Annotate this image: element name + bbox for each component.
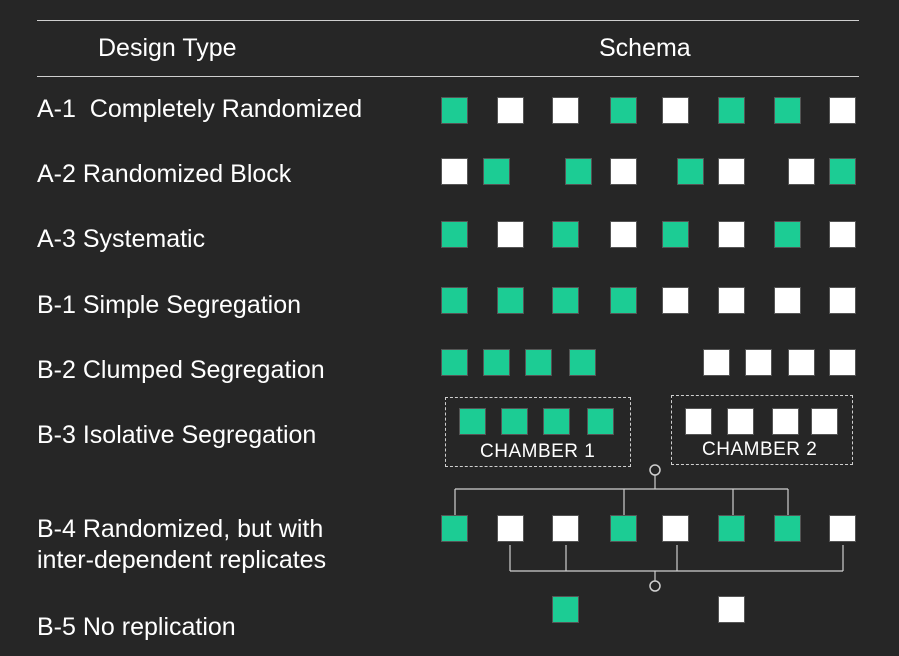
row-4-unit-3-treatment [569, 349, 596, 376]
row-0-unit-0-treatment [441, 97, 468, 124]
row-0-unit-6-treatment [774, 97, 801, 124]
row-6-unit-5-treatment [718, 515, 745, 542]
chamber-1-box [445, 397, 631, 467]
row-1-unit-4-treatment [677, 158, 704, 185]
row-2-unit-4-treatment [662, 221, 689, 248]
row-0-unit-1-control [497, 97, 524, 124]
row-0-unit-5-treatment [718, 97, 745, 124]
header-schema: Schema [599, 34, 691, 62]
row-4-unit-7-control [829, 349, 856, 376]
row-4-unit-1-treatment [483, 349, 510, 376]
row-1-unit-0-control [441, 158, 468, 185]
row-4-unit-5-control [745, 349, 772, 376]
row-5-unit-3-treatment [587, 408, 614, 435]
row-5-unit-5-control [727, 408, 754, 435]
row-5-unit-4-control [685, 408, 712, 435]
label-b2: B-2 Clumped Segregation [37, 356, 325, 384]
b4-top-node [649, 464, 661, 476]
row-2-unit-2-treatment [552, 221, 579, 248]
label-b3: B-3 Isolative Segregation [37, 421, 317, 449]
row-0-unit-3-treatment [610, 97, 637, 124]
row-0-unit-7-control [829, 97, 856, 124]
label-b1: B-1 Simple Segregation [37, 291, 302, 319]
label-b4-line1: B-4 Randomized, but with [37, 515, 324, 543]
chamber-1-label: CHAMBER 1 [480, 441, 596, 462]
row-7-unit-0-treatment [552, 596, 579, 623]
label-a2: A-2 Randomized Block [37, 160, 292, 188]
row-1-unit-5-control [718, 158, 745, 185]
row-7-unit-1-control [718, 596, 745, 623]
row-4-unit-2-treatment [525, 349, 552, 376]
row-5-unit-7-control [811, 408, 838, 435]
row-2-unit-6-treatment [774, 221, 801, 248]
label-b4-line2: inter-dependent replicates [37, 546, 327, 574]
row-4-unit-6-control [788, 349, 815, 376]
row-1-unit-7-treatment [829, 158, 856, 185]
row-2-unit-0-treatment [441, 221, 468, 248]
row-3-unit-5-control [718, 287, 745, 314]
row-6-unit-1-control [497, 515, 524, 542]
row-5-unit-0-treatment [459, 408, 486, 435]
row-6-unit-2-control [552, 515, 579, 542]
label-b5: B-5 No replication [37, 613, 236, 641]
row-2-unit-3-control [610, 221, 637, 248]
label-a1: A-1 Completely Randomized [37, 95, 363, 123]
row-6-unit-3-treatment [610, 515, 637, 542]
header-rule [37, 76, 859, 77]
row-2-unit-7-control [829, 221, 856, 248]
row-0-unit-4-control [662, 97, 689, 124]
row-3-unit-3-treatment [610, 287, 637, 314]
row-1-unit-1-treatment [483, 158, 510, 185]
row-6-unit-0-treatment [441, 515, 468, 542]
chamber-2-box [671, 395, 853, 465]
label-a3: A-3 Systematic [37, 225, 206, 253]
row-1-unit-2-treatment [565, 158, 592, 185]
b4-bottom-node [649, 580, 661, 592]
row-3-unit-7-control [829, 287, 856, 314]
row-3-unit-4-control [662, 287, 689, 314]
row-5-unit-6-control [772, 408, 799, 435]
row-0-unit-2-control [552, 97, 579, 124]
row-4-unit-0-treatment [441, 349, 468, 376]
row-3-unit-0-treatment [441, 287, 468, 314]
header-design-type: Design Type [98, 34, 237, 62]
row-6-unit-4-control [662, 515, 689, 542]
row-2-unit-1-control [497, 221, 524, 248]
row-6-unit-7-control [829, 515, 856, 542]
row-1-unit-6-control [788, 158, 815, 185]
chamber-2-label: CHAMBER 2 [702, 439, 818, 460]
row-3-unit-6-control [774, 287, 801, 314]
row-1-unit-3-control [610, 158, 637, 185]
row-2-unit-5-control [718, 221, 745, 248]
row-5-unit-1-treatment [501, 408, 528, 435]
row-3-unit-2-treatment [552, 287, 579, 314]
row-3-unit-1-treatment [497, 287, 524, 314]
row-5-unit-2-treatment [543, 408, 570, 435]
top-rule [37, 20, 859, 21]
row-6-unit-6-treatment [774, 515, 801, 542]
row-4-unit-4-control [703, 349, 730, 376]
